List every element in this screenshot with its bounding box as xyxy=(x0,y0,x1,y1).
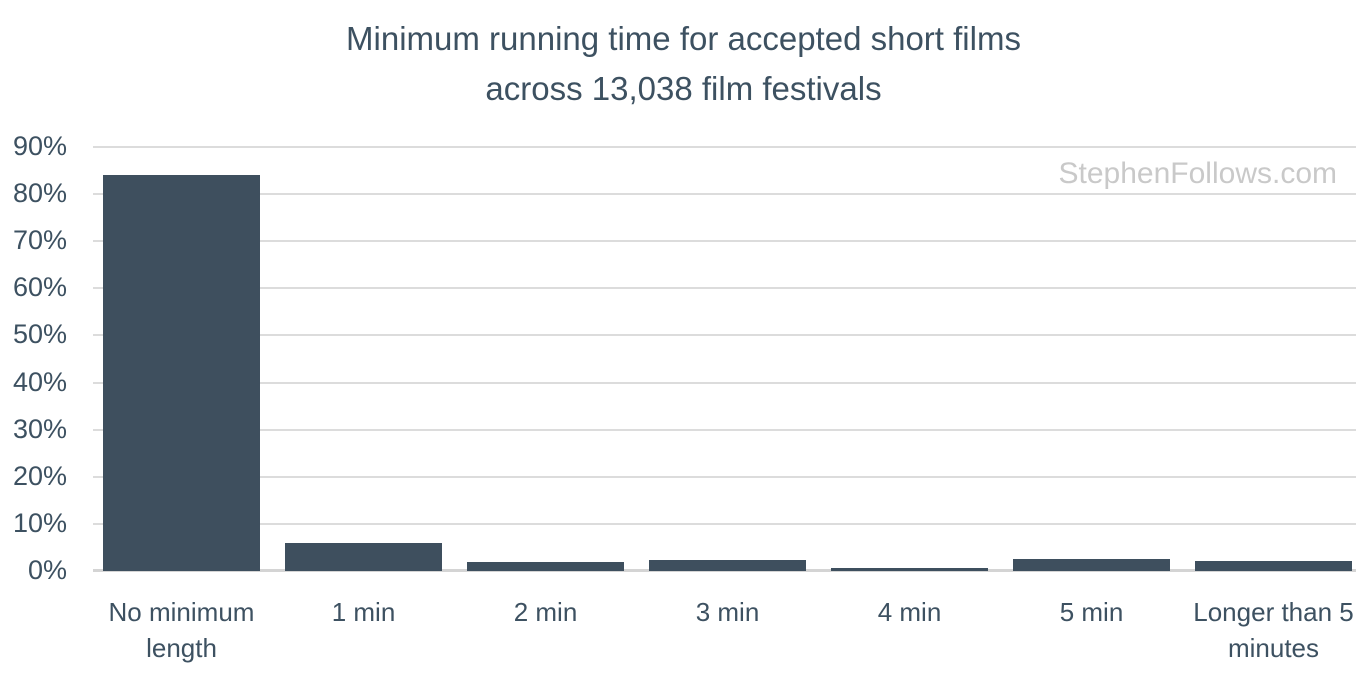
y-tick-label-0: 0% xyxy=(27,555,67,585)
bar-4-min xyxy=(831,568,988,571)
bar-2-min xyxy=(467,561,624,571)
chart-title-line2: across 13,038 film festivals xyxy=(485,70,882,107)
x-label-line: 1 min xyxy=(331,597,396,627)
x-label-3-min: 3 min xyxy=(623,594,833,630)
x-label-1-min: 1 min xyxy=(259,594,469,630)
gridline-70 xyxy=(93,240,1356,243)
bar-3-min xyxy=(649,559,806,571)
gridline-10 xyxy=(93,522,1356,525)
gridline-20 xyxy=(93,475,1356,478)
y-tick-label-70: 70% xyxy=(12,225,67,256)
bar-longer-than-5-minutes xyxy=(1195,561,1352,571)
y-tick-label-90: 90% xyxy=(12,131,67,161)
bar-no-minimum-length xyxy=(103,175,260,571)
bar-5-min xyxy=(1013,558,1170,571)
gridline-40 xyxy=(93,381,1356,384)
y-tick-label-20: 20% xyxy=(12,460,67,491)
x-label-no-minimum-length: No minimum length xyxy=(77,594,287,666)
x-label-longer-than-5-minutes: Longer than 5 minutes xyxy=(1169,594,1367,666)
x-label-line: minutes xyxy=(1227,633,1320,663)
gridline-30 xyxy=(93,428,1356,431)
x-label-4-min: 4 min xyxy=(805,594,1015,630)
y-tick-label-50: 50% xyxy=(12,319,67,350)
y-tick-label-80: 80% xyxy=(12,178,67,209)
gridline-80 xyxy=(93,193,1356,196)
bar-1-min xyxy=(285,542,442,571)
chart-title-line1: Minimum running time for accepted short … xyxy=(346,20,1021,57)
x-label-5-min: 5 min xyxy=(987,594,1197,630)
plot-area xyxy=(93,146,1356,572)
x-label-line: No minimum xyxy=(108,597,255,627)
y-tick-label-40: 40% xyxy=(12,366,67,397)
x-label-line: 2 min xyxy=(513,597,578,627)
y-tick-label-60: 60% xyxy=(12,272,67,303)
x-label-line: Longer than 5 xyxy=(1193,597,1354,627)
x-label-line: 4 min xyxy=(877,597,942,627)
watermark-text: StephenFollows.com xyxy=(1058,157,1337,190)
x-label-2-min: 2 min xyxy=(441,594,651,630)
chart-title: Minimum running time for accepted short … xyxy=(0,14,1367,114)
y-tick-label-10: 10% xyxy=(12,507,67,538)
x-label-line: 3 min xyxy=(695,597,760,627)
gridline-90 xyxy=(93,146,1356,148)
x-label-line: 5 min xyxy=(1059,597,1124,627)
gridline-50 xyxy=(93,334,1356,337)
x-label-line: length xyxy=(146,633,217,663)
y-tick-label-30: 30% xyxy=(12,413,67,444)
gridline-60 xyxy=(93,287,1356,290)
